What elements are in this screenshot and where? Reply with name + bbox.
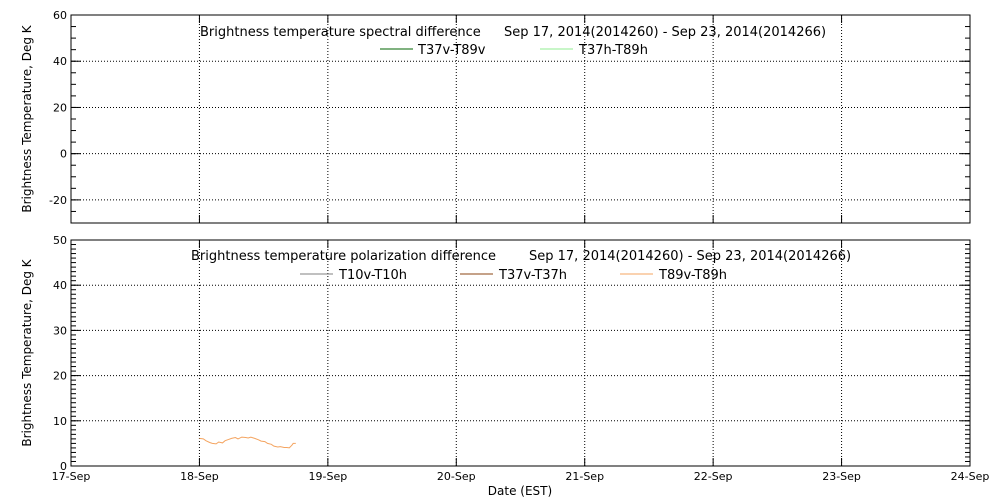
y-tick-label: 50 <box>53 234 67 247</box>
spectral-legend: T37v-T89v T37h-T89h <box>380 43 648 58</box>
legend-label-t89v-t89h: T89v-T89h <box>658 268 727 283</box>
y-tick-label: 40 <box>53 279 67 292</box>
legend-label-t10v-t10h: T10v-T10h <box>338 268 407 283</box>
polarization-tick-marks <box>71 239 970 467</box>
y-tick-label: 60 <box>53 9 67 22</box>
y-tick-label: 10 <box>53 415 67 428</box>
spectral-date-range: Sep 17, 2014(2014260) - Sep 23, 2014(201… <box>504 25 826 40</box>
spectral-y-tick-labels: -20 0 20 40 60 <box>49 9 67 207</box>
polarization-chart-title: Brightness temperature polarization diff… <box>191 249 496 264</box>
spectral-tick-marks <box>71 14 970 224</box>
polarization-difference-panel: 0 10 20 30 40 50 17-Sep 18-Sep 19-Sep 20-Sep 21-S… <box>20 234 989 498</box>
legend-label-t37v-t89v: T37v-T89v <box>417 43 486 58</box>
spectral-chart-title: Brightness temperature spectral differen… <box>200 25 481 40</box>
date-x-axis-title: Date (EST) <box>488 484 552 498</box>
x-tick-label: 22-Sep <box>694 470 733 483</box>
x-tick-label: 21-Sep <box>565 470 604 483</box>
spectral-plot-frame <box>70 14 971 224</box>
y-tick-label: 20 <box>53 101 67 114</box>
x-tick-label: 24-Sep <box>951 470 990 483</box>
y-tick-label: 30 <box>53 324 67 337</box>
x-tick-label: 17-Sep <box>52 470 91 483</box>
polarization-y-tick-labels: 0 10 20 30 40 50 <box>53 234 67 473</box>
legend-label-t37v-t37h: T37v-T37h <box>498 268 567 283</box>
spectral-difference-panel: -20 0 20 40 60 Brightness temperature spectr… <box>20 9 971 224</box>
legend-label-t37h-t89h: T37h-T89h <box>578 43 648 58</box>
spectral-gridlines <box>71 15 970 223</box>
y-tick-label: 20 <box>53 370 67 383</box>
x-tick-label: 23-Sep <box>822 470 861 483</box>
spectral-y-axis-title: Brightness Temperature, Deg K <box>20 24 34 212</box>
polarization-y-axis-title: Brightness Temperature, Deg K <box>20 258 34 446</box>
y-tick-label: 40 <box>53 55 67 68</box>
x-tick-label: 19-Sep <box>309 470 348 483</box>
y-tick-label: 0 <box>60 460 67 473</box>
y-tick-label: -20 <box>49 194 67 207</box>
x-tick-label: 18-Sep <box>180 470 219 483</box>
y-tick-label: 0 <box>60 148 67 161</box>
date-x-tick-labels: 17-Sep 18-Sep 19-Sep 20-Sep 21-Sep 22-Sep 23-S… <box>52 470 990 483</box>
x-tick-label: 20-Sep <box>437 470 476 483</box>
polarization-legend: T10v-T10h T37v-T37h T89v-T89h <box>300 268 727 283</box>
polarization-series-lines <box>199 436 296 449</box>
series-line-t89v-t89h <box>199 436 296 449</box>
polarization-date-range: Sep 17, 2014(2014260) - Sep 23, 2014(201… <box>529 249 851 264</box>
